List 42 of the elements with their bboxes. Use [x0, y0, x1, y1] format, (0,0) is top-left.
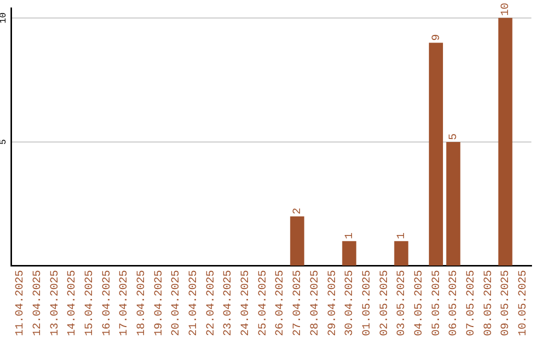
x-tick-label: 29.04.2025 — [326, 270, 339, 336]
data-label: 1 — [396, 232, 408, 240]
x-tick-label: 27.04.2025 — [292, 270, 304, 336]
x-tick-label: 01.05.2025 — [361, 270, 374, 336]
x-tick-label: 10.05.2025 — [518, 270, 530, 336]
bar — [498, 18, 512, 266]
x-tick-label: 26.04.2025 — [274, 270, 287, 336]
x-tick-label: 15.04.2025 — [84, 270, 96, 336]
x-tick-label: 11.04.2025 — [14, 270, 27, 336]
x-tick-label: 30.04.2025 — [344, 270, 356, 336]
x-tick-label: 19.04.2025 — [153, 270, 166, 336]
x-tick-label: 02.05.2025 — [378, 270, 391, 336]
x-tick-label: 20.04.2025 — [170, 270, 183, 336]
x-tick-label: 24.04.2025 — [240, 270, 252, 336]
data-label: 10 — [500, 2, 512, 16]
x-tick-label: 07.05.2025 — [466, 270, 478, 336]
x-tick-label: 21.04.2025 — [188, 270, 200, 336]
x-tick-label: 04.05.2025 — [414, 270, 426, 336]
data-label: 2 — [292, 208, 304, 214]
x-tick-label: 25.04.2025 — [257, 270, 270, 336]
bar — [428, 42, 443, 266]
bar — [290, 216, 304, 266]
x-tick-label: 28.04.2025 — [309, 270, 322, 336]
bar — [394, 241, 408, 266]
x-tick-label: 17.04.2025 — [118, 270, 131, 336]
x-tick-label: 18.04.2025 — [136, 270, 148, 336]
x-tick-label: 14.04.2025 — [66, 270, 79, 336]
x-tick-label: 08.05.2025 — [482, 270, 495, 336]
x-tick-label: 09.05.2025 — [500, 270, 512, 336]
bar — [342, 241, 356, 266]
x-tick-label: 05.05.2025 — [430, 270, 443, 336]
bar — [446, 142, 460, 266]
x-tick-label: 16.04.2025 — [101, 270, 114, 336]
data-label: 5 — [448, 133, 460, 140]
x-tick-label: 12.04.2025 — [32, 270, 44, 336]
x-tick-label: 22.04.2025 — [205, 270, 218, 336]
data-label: 9 — [430, 34, 443, 41]
x-tick-label: 03.05.2025 — [396, 270, 408, 336]
data-label: 1 — [344, 232, 356, 240]
x-tick-label: 23.04.2025 — [222, 270, 235, 336]
x-tick-label: 13.04.2025 — [49, 270, 62, 336]
x-tick-label: 06.05.2025 — [448, 270, 460, 336]
